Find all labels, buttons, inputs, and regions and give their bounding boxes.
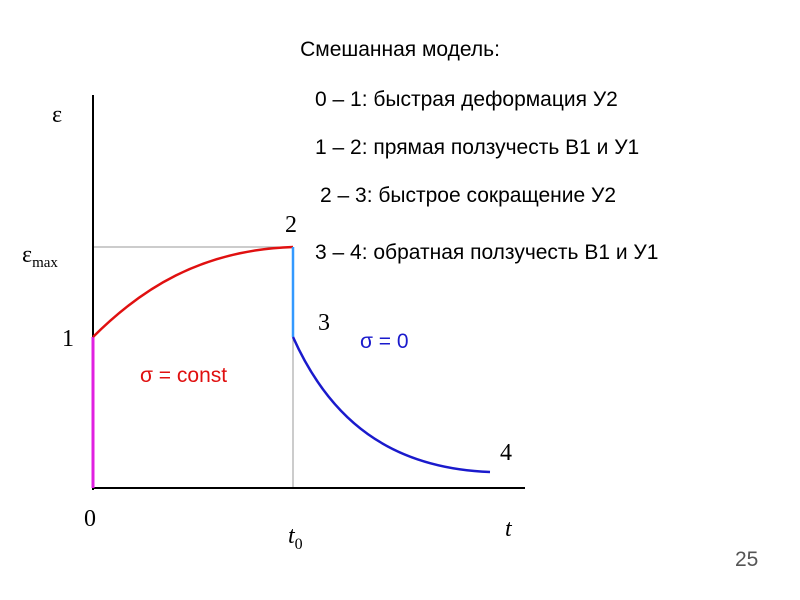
x-label: t (505, 516, 513, 542)
creep-curve (92, 245, 294, 338)
y-max-label: εmax (22, 242, 58, 271)
stage: 0 – 1: быстрая деформация У2 (315, 88, 618, 111)
t0-label: t0 (288, 523, 303, 553)
point-label: 1 (62, 326, 74, 352)
loading-note: σ = const (140, 364, 227, 387)
point-label: 3 (318, 310, 330, 336)
stage: 1 – 2: прямая ползучесть В1 и У1 (315, 136, 639, 159)
point-label: 2 (285, 212, 297, 238)
origin-label: 0 (84, 506, 96, 532)
y-label: ε (52, 102, 62, 128)
stage: 3 – 4: обратная ползучесть В1 и У1 (315, 241, 658, 264)
point-label: 4 (500, 440, 512, 466)
stage: 2 – 3: быстрое сокращение У2 (320, 184, 616, 207)
recovery-curve (291, 336, 491, 474)
title: Смешанная модель: (300, 38, 500, 61)
page-number: 25 (735, 548, 758, 571)
unloading-note: σ = 0 (360, 330, 409, 353)
